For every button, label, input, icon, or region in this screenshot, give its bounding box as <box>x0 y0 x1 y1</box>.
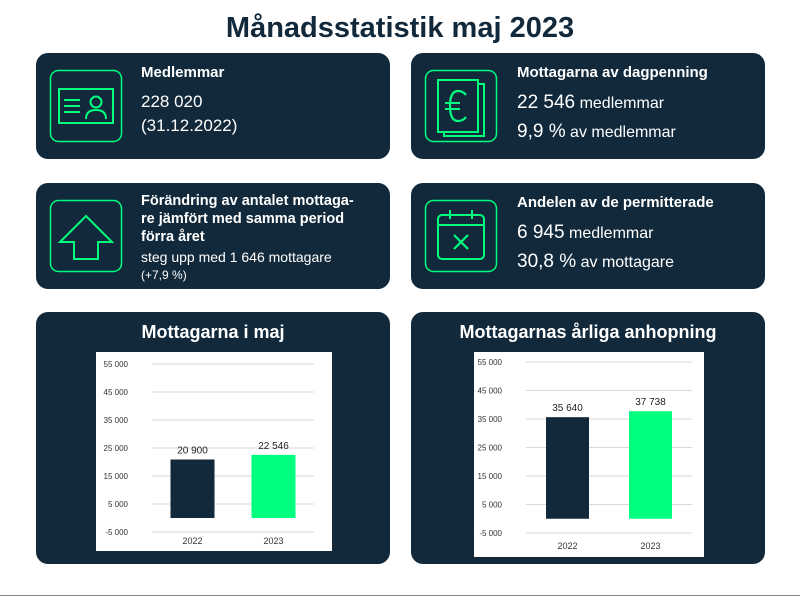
chart-monthly: -5 000 5 000 15 000 25 000 35 000 45 000 55 00… <box>104 360 314 546</box>
y-tick-label: 5 000 <box>482 501 503 510</box>
laid-off-card: Andelen av de permitterade 6 945 medlemm… <box>411 183 765 289</box>
data-label: 20 900 <box>177 445 208 456</box>
chart-card-monthly: Mottagarna i maj -5 000 5 000 15 000 25 000… <box>36 312 390 564</box>
y-tick-label: 25 000 <box>478 444 503 453</box>
laid-off-line1: 6 945 medlemmar <box>517 218 653 248</box>
laid-off-share-unit: av mottagare <box>580 254 674 271</box>
change-title-line: förra året <box>141 229 205 245</box>
laid-off-unit: medlemmar <box>569 225 654 242</box>
y-tick-label: 25 000 <box>104 444 129 453</box>
change-text: steg upp med 1 646 mottagare <box>141 249 332 265</box>
bottom-divider <box>0 595 800 596</box>
chart-title-monthly: Mottagarna i maj <box>141 322 285 342</box>
y-tick-label: 45 000 <box>104 388 129 397</box>
data-label: 22 546 <box>258 441 289 452</box>
y-tick-label: 35 000 <box>478 415 503 424</box>
x-tick-label: 2022 <box>182 536 202 546</box>
recipients-line1: 22 546 medlemmar <box>517 88 664 118</box>
y-tick-label: 15 000 <box>478 472 503 481</box>
bar-2023 <box>251 454 296 518</box>
recipients-unit: medlemmar <box>579 95 665 112</box>
laid-off-line2: 30,8 % av mottagare <box>517 247 674 277</box>
y-tick-label: -5 000 <box>105 528 128 537</box>
laid-off-value: 6 945 <box>517 222 565 243</box>
change-card: Förändring av antalet mottaga- re jämför… <box>36 183 390 289</box>
chart-title-cumulative: Mottagarnas årliga anhopning <box>459 322 717 342</box>
members-card: Medlemmar 228 020 (31.12.2022) <box>36 53 390 159</box>
recipients-card: Mottagarna av dagpenning 22 546 medlemma… <box>411 53 765 159</box>
laid-off-share: 30,8 % <box>517 251 577 272</box>
euro-icon <box>424 69 498 143</box>
change-title: Förändring av antalet mottaga- re jämför… <box>141 192 354 246</box>
x-tick-label: 2023 <box>263 536 283 546</box>
recipients-title: Mottagarna av dagpenning <box>517 64 708 81</box>
y-tick-label: 35 000 <box>104 416 129 425</box>
bar-2022 <box>546 417 589 519</box>
y-tick-label: 45 000 <box>478 387 503 396</box>
recipients-share-unit: av medlemmar <box>570 124 676 141</box>
y-tick-label: -5 000 <box>479 529 502 538</box>
y-tick-label: 55 000 <box>478 358 503 367</box>
members-date: (31.12.2022) <box>141 116 238 135</box>
chart-panel-cumulative: -5 000 5 000 15 000 25 000 35 000 45 000 55 00… <box>474 352 704 557</box>
calendar-x-icon <box>424 199 498 273</box>
y-tick-label: 15 000 <box>104 472 129 481</box>
page-title: Månadsstatistik maj 2023 <box>225 12 575 44</box>
bar-2023 <box>629 411 672 519</box>
x-tick-label: 2022 <box>557 541 577 551</box>
y-tick-label: 5 000 <box>108 500 129 509</box>
recipients-value: 22 546 <box>517 92 576 113</box>
members-title: Medlemmar <box>141 64 225 81</box>
change-title-line: re jämfört med samma period <box>141 211 345 227</box>
members-count: 228 020 <box>141 92 203 111</box>
recipients-share: 9,9 % <box>517 121 566 142</box>
chart-cumulative: -5 000 5 000 15 000 25 000 35 000 45 000 55 00… <box>478 358 692 551</box>
x-tick-label: 2023 <box>640 541 660 551</box>
chart-panel-monthly: -5 000 5 000 15 000 25 000 35 000 45 000 55 00… <box>96 352 332 551</box>
data-label: 35 640 <box>552 403 583 414</box>
data-label: 37 738 <box>635 397 666 408</box>
recipients-line2: 9,9 % av medlemmar <box>517 117 676 147</box>
bar-2022 <box>170 459 215 518</box>
laid-off-title: Andelen av de permitterade <box>517 194 714 211</box>
id-card-icon <box>49 69 123 143</box>
y-tick-label: 55 000 <box>104 360 129 369</box>
chart-card-cumulative: Mottagarnas årliga anhopning -5 000 5 000… <box>411 312 765 564</box>
arrow-up-icon <box>49 199 123 273</box>
change-percent: (+7,9 %) <box>141 268 187 282</box>
change-title-line: Förändring av antalet mottaga- <box>141 193 354 209</box>
